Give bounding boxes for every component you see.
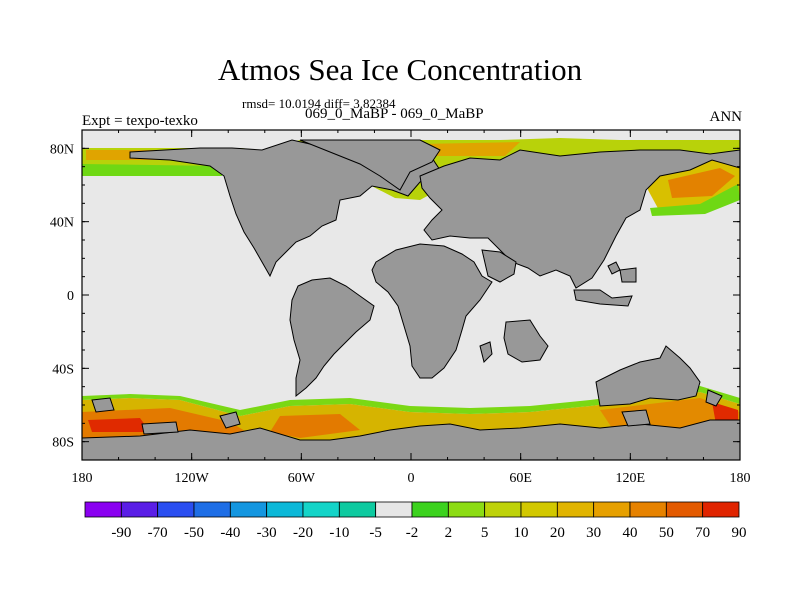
colorbar-swatch — [520, 501, 558, 518]
new-zealand — [705, 389, 723, 407]
colorbar-label: -50 — [184, 525, 204, 541]
colorbar-swatch — [375, 501, 413, 518]
colorbar-label: -40 — [220, 525, 240, 541]
colorbar-swatch — [302, 501, 340, 518]
colorbar-swatch — [120, 501, 159, 518]
lat-tick-label: 40N — [50, 216, 74, 231]
colorbar-label: 90 — [732, 525, 747, 541]
lon-tick-label: 0 — [408, 471, 415, 486]
colorbar-label: 10 — [514, 525, 529, 541]
colorbar-swatch — [157, 501, 195, 518]
colorbar-swatch — [556, 501, 595, 518]
colorbar-swatch — [629, 501, 667, 518]
kamchatka-ice-edge — [650, 184, 740, 216]
experiment-label: Expt = texpo-texko — [82, 113, 198, 129]
colorbar-label: 50 — [659, 525, 674, 541]
antarctica — [82, 419, 740, 460]
colorbar-label: -30 — [257, 525, 277, 541]
colorbar-swatch — [447, 501, 486, 518]
lon-tick-label: 180 — [72, 471, 93, 486]
new-guinea — [607, 261, 621, 275]
land-masses — [82, 139, 740, 460]
lon-tick-label: 120W — [175, 471, 210, 486]
page-title: Atmos Sea Ice Concentration — [217, 52, 583, 87]
antarctic-ice-core — [270, 414, 360, 438]
india-block — [503, 319, 549, 363]
colorbar-swatch — [665, 501, 704, 518]
colorbar-label: 5 — [481, 525, 489, 541]
antarctic-ice-max — [88, 418, 150, 432]
colorbar-label: -10 — [329, 525, 349, 541]
colorbar-swatch — [193, 501, 231, 518]
axis-ticks: 80N 40N 0 40S 80S 180 120W 60W 0 60E 120E 180 — [50, 129, 751, 486]
arabian-peninsula — [481, 249, 517, 283]
colorbar-label: -5 — [369, 525, 382, 541]
antarctic-island — [91, 397, 115, 413]
madagascar — [479, 341, 493, 363]
colorbar-label: 30 — [586, 525, 601, 541]
kamchatka-ice-core — [668, 168, 735, 198]
arctic-ice-edge — [82, 164, 222, 176]
eurasia — [419, 149, 740, 289]
lon-tick-label: 120E — [616, 471, 646, 486]
season-label: ANN — [709, 109, 743, 125]
antarctic-peninsula — [219, 411, 241, 429]
colorbar-swatch — [338, 501, 377, 518]
lat-tick-label: 80S — [52, 436, 74, 451]
stats-line: rmsd= 10.0194 diff= 3.82384 — [242, 96, 396, 111]
lat-tick-label: 0 — [67, 289, 74, 304]
colorbar-label: -20 — [293, 525, 313, 541]
lon-tick-label: 180 — [730, 471, 751, 486]
lon-tick-label: 60E — [509, 471, 532, 486]
south-america — [289, 277, 375, 398]
colorbar-swatch — [484, 501, 522, 518]
colorbar-label: 40 — [623, 525, 638, 541]
colorbar-swatch — [702, 501, 740, 518]
antarctic-island — [621, 409, 651, 427]
colorbar-label: 2 — [445, 525, 453, 541]
colorbar-swatch — [229, 501, 268, 518]
colorbar-label: -70 — [148, 525, 168, 541]
lat-tick-label: 40S — [52, 362, 74, 377]
indonesia — [619, 267, 637, 283]
colorbar-label: -2 — [406, 525, 419, 541]
southeast-asia-islands — [573, 289, 633, 307]
cases-line: 069_0_MaBP - 069_0_MaBP — [305, 106, 484, 122]
colorbar: -90 -70 -50 -40 -30 -20 -10 -5 -2 2 5 10 20 30 40 50 70 9… — [84, 501, 747, 541]
colorbar-label: 20 — [550, 525, 565, 541]
colorbar-swatch — [84, 501, 122, 518]
colorbar-swatch — [411, 501, 449, 518]
colorbar-label: -90 — [111, 525, 131, 541]
lat-tick-label: 80N — [50, 142, 74, 157]
australia — [595, 345, 701, 407]
colorbar-label: 70 — [695, 525, 710, 541]
arctic-ice-core — [420, 142, 520, 156]
colorbar-swatch — [266, 501, 304, 518]
lon-tick-label: 60W — [288, 471, 316, 486]
africa — [371, 243, 493, 379]
colorbar-swatch — [593, 501, 631, 518]
greenland — [299, 139, 441, 191]
antarctic-island — [141, 421, 179, 435]
